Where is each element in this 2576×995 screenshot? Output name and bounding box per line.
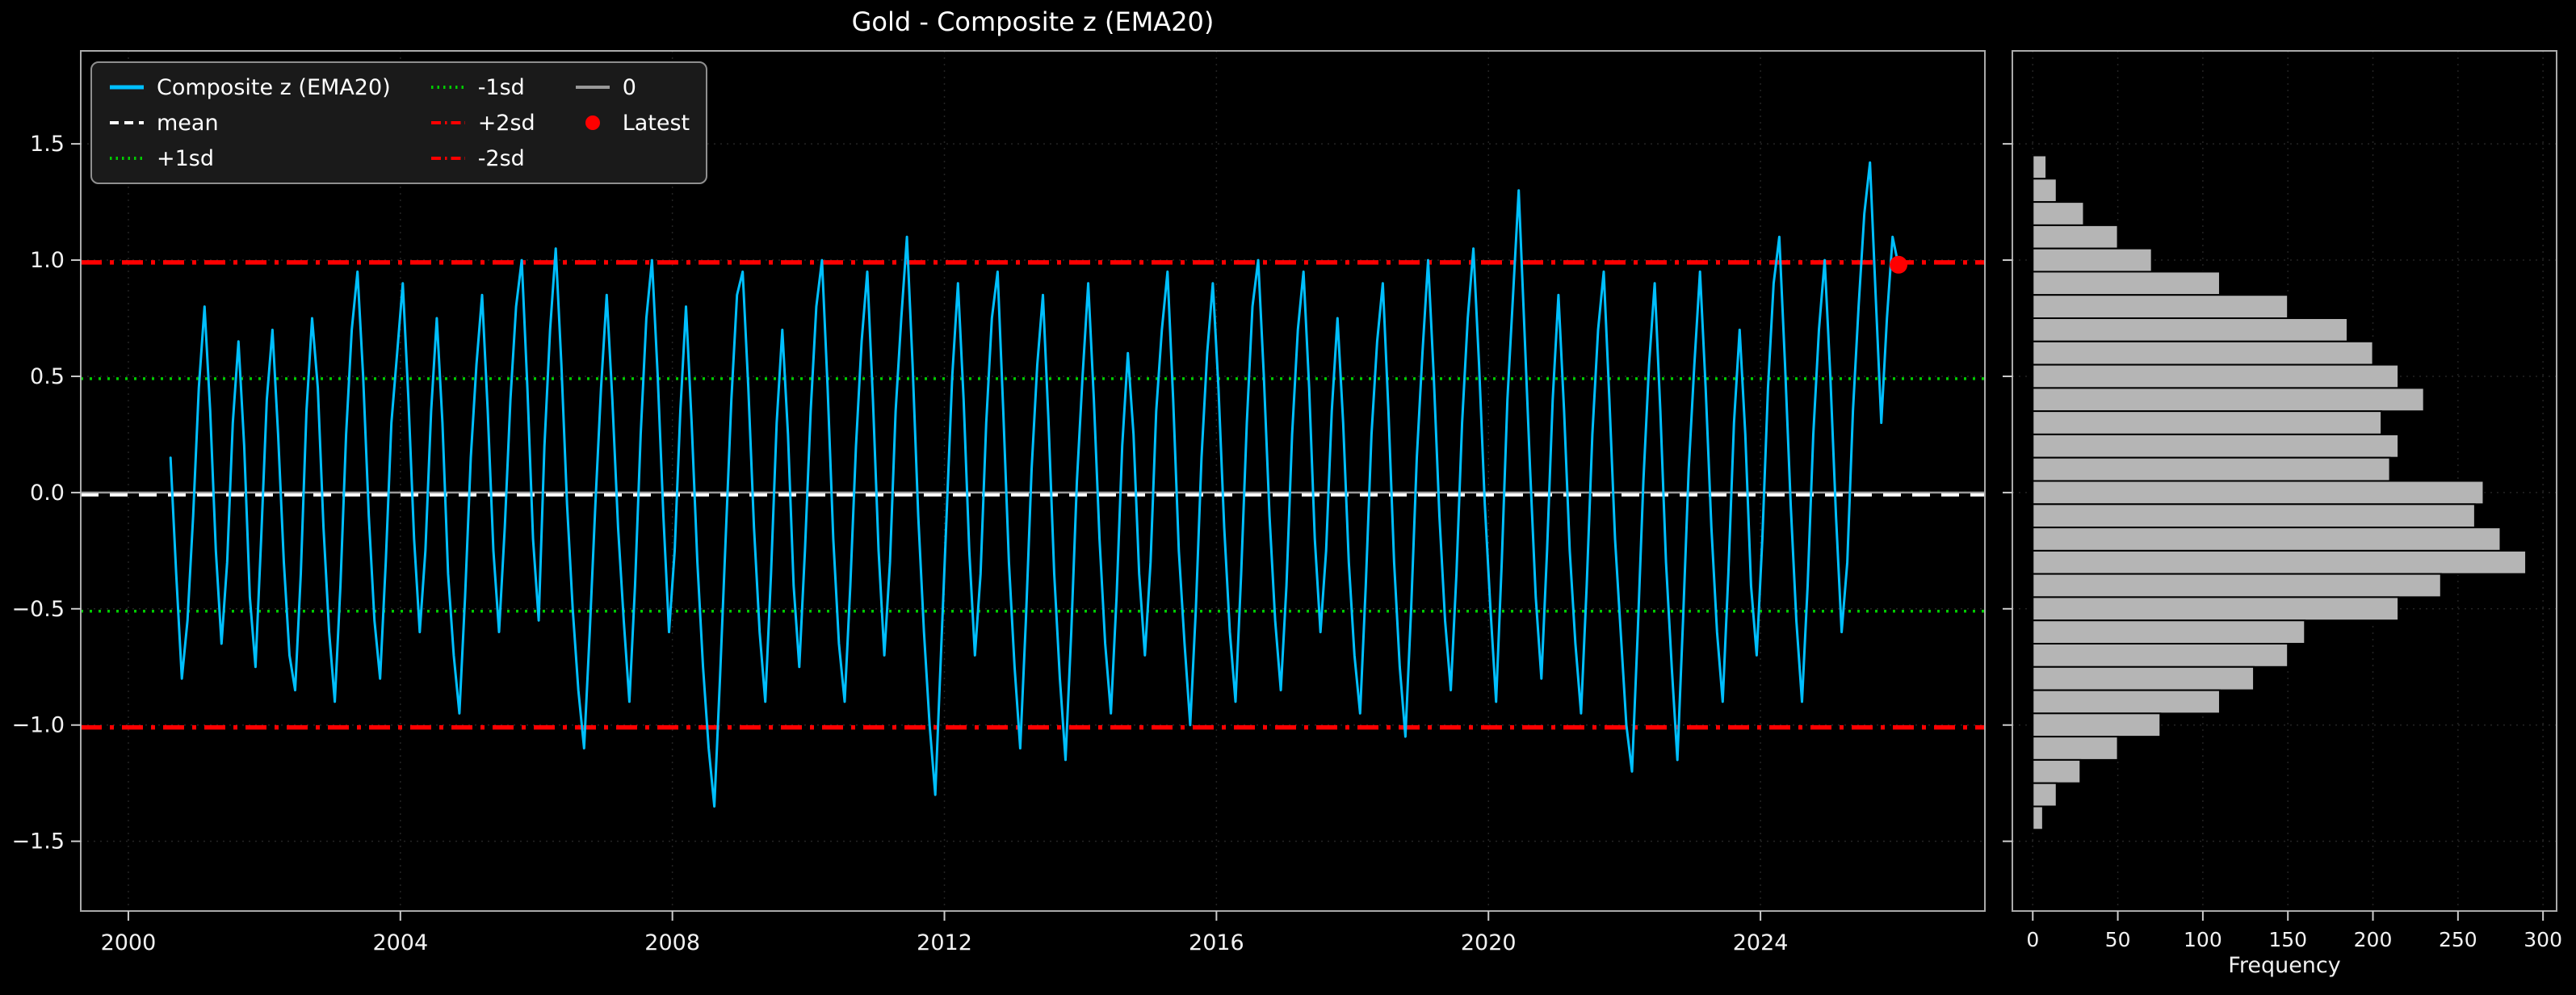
histogram-bar [2032, 712, 2162, 738]
frequency-tick-label: 300 [2524, 928, 2562, 951]
y-tick-label: −1.5 [11, 829, 65, 854]
y-tick-label: −1.0 [11, 713, 65, 738]
histogram-xlabel: Frequency [2228, 953, 2341, 978]
histogram-bar [2032, 456, 2391, 482]
histogram-bar [2032, 643, 2289, 668]
histogram-bar [2032, 503, 2476, 529]
legend-item: Latest [574, 105, 690, 141]
histogram-bar [2032, 387, 2425, 413]
histogram-bar [2032, 527, 2502, 552]
histogram-bar [2032, 224, 2119, 250]
legend-column: 0 Latest [574, 69, 690, 141]
y-tick-label: −0.5 [11, 597, 65, 622]
latest-point [1890, 255, 1908, 274]
legend-line-swatch [430, 86, 465, 89]
legend-column: -1sd +2sd -2sd [430, 69, 535, 176]
histogram-bar [2032, 805, 2044, 831]
composite-z-line [169, 161, 1900, 808]
y-tick-label: 1.5 [30, 132, 65, 157]
histogram-bar [2032, 480, 2485, 506]
legend-label: -2sd [477, 145, 525, 171]
x-tick-label: 2004 [372, 930, 428, 955]
histogram-bar [2032, 247, 2153, 273]
frequency-tick-label: 150 [2268, 928, 2307, 951]
frequency-tick-label: 0 [2026, 928, 2039, 951]
histogram-bar [2032, 340, 2374, 366]
legend-label: mean [157, 110, 219, 136]
x-tick-label: 2024 [1733, 930, 1789, 955]
legend-item: +1sd [108, 141, 391, 176]
legend-label: +1sd [157, 145, 215, 171]
histogram-bar [2032, 758, 2082, 784]
legend-line-swatch [575, 86, 610, 89]
histogram-bar [2032, 294, 2289, 320]
latest-marker-icon [585, 115, 600, 130]
chart-title: Gold - Composite z (EMA20) [851, 6, 1215, 37]
histogram-bar [2032, 271, 2221, 296]
histogram-bar [2032, 689, 2221, 715]
histogram-bar [2032, 178, 2058, 204]
frequency-tick-label: 100 [2184, 928, 2222, 951]
legend-line-swatch [110, 121, 144, 124]
y-tick-label: 0.0 [30, 481, 65, 506]
legend-item: Composite z (EMA20) [108, 69, 391, 105]
legend-label: -1sd [477, 74, 525, 100]
left-plot-bg [81, 51, 1985, 911]
y-tick-label: 1.0 [30, 248, 65, 273]
histogram-bar [2032, 665, 2255, 691]
legend-line-swatch [430, 121, 465, 124]
y-tick-label: 0.5 [30, 364, 65, 389]
histogram-bar [2032, 363, 2400, 389]
legend-label: 0 [622, 74, 636, 100]
legend-item: -1sd [430, 69, 535, 105]
frequency-tick-label: 50 [2105, 928, 2131, 951]
legend-column: Composite z (EMA20) mean +1sd [108, 69, 391, 176]
legend-label: Latest [622, 110, 690, 136]
frequency-tick-label: 200 [2354, 928, 2393, 951]
frequency-tick-label: 250 [2439, 928, 2477, 951]
x-tick-label: 2012 [917, 930, 972, 955]
histogram-bar [2032, 782, 2058, 808]
histogram-bar [2032, 433, 2400, 459]
histogram-bar [2032, 410, 2383, 435]
x-tick-label: 2020 [1461, 930, 1517, 955]
x-tick-label: 2016 [1189, 930, 1244, 955]
histogram-bar [2032, 736, 2119, 761]
x-tick-label: 2000 [101, 930, 157, 955]
histogram-bar [2032, 596, 2400, 622]
legend-label: Composite z (EMA20) [157, 74, 391, 100]
legend-item: 0 [574, 69, 690, 105]
histogram-bar [2032, 317, 2348, 342]
legend-label: +2sd [477, 110, 535, 136]
histogram-bar [2032, 201, 2085, 226]
x-tick-label: 2008 [644, 930, 700, 955]
legend-line-swatch [110, 157, 144, 160]
legend-item: -2sd [430, 141, 535, 176]
legend-line-swatch [430, 157, 465, 160]
legend-item: +2sd [430, 105, 535, 141]
legend-line-swatch [110, 85, 144, 90]
right-plot-frame [2012, 50, 2557, 912]
histogram-bar [2032, 154, 2048, 180]
histogram-bar [2032, 619, 2306, 645]
legend: Composite z (EMA20) mean +1sd -1sd +2sd -2sd 0… [90, 61, 708, 184]
left-plot-frame [80, 50, 1986, 912]
legend-marker-swatch [585, 115, 600, 130]
histogram-bar [2032, 573, 2442, 598]
legend-item: mean [108, 105, 391, 141]
histogram-bar [2032, 549, 2528, 575]
